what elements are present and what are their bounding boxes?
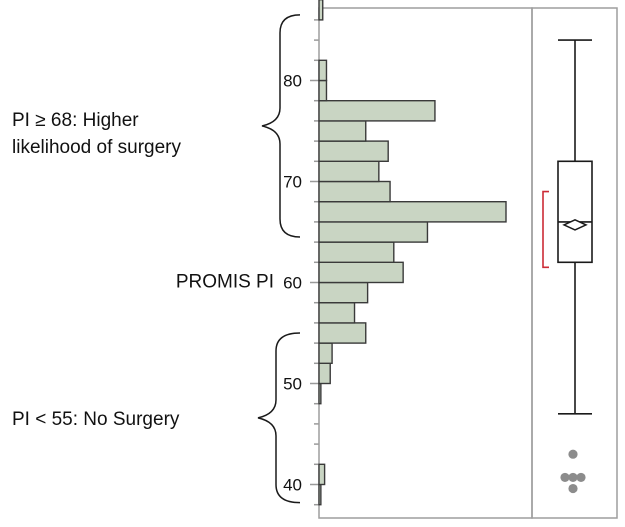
histogram-bar [318,221,429,243]
histogram-bar [318,200,507,223]
annotation-line: likelihood of surgery [12,137,181,158]
outlier-point [576,472,586,483]
outlier-point [568,483,578,494]
tick-label: 50 [283,375,302,394]
tick-label: 40 [283,476,302,495]
annotation-high: PI ≥ 68: Higher likelihood of surgery [12,110,181,158]
lower-brace [257,332,301,504]
boxplot-frame [531,7,618,519]
tick-label: 60 [283,274,302,293]
histogram-bar [318,99,436,122]
histogram-bar [318,160,380,183]
shortest-half-bracket [542,190,549,269]
histogram-bar [318,342,333,365]
mean-diamond [562,219,588,231]
axis-label: PROMIS PI [176,271,274,292]
tick-label: 70 [283,173,302,192]
histogram-bar [318,382,322,405]
histogram-bar [318,302,356,324]
tick-label: 80 [283,72,302,91]
y-axis: 40 50 60 70 80 [283,19,319,506]
histogram-bar [318,463,326,486]
histogram-bar [318,261,404,284]
annotation-low: PI < 55: No Surgery [12,409,180,430]
outlier-point [568,449,578,459]
histogram-bar [318,180,391,203]
histogram-bar [318,483,322,506]
histogram-bars [318,0,507,506]
histogram-bar [318,59,328,82]
histogram-bar [318,362,331,385]
annotations: PI ≥ 68: Higher likelihood of surgery PI <… [12,14,301,504]
histogram-bar [318,140,389,163]
outlier-point [560,472,570,483]
histogram-bar [318,120,367,142]
outlier-point [568,472,578,483]
histogram-bar [318,281,369,304]
histogram-bar [318,322,367,344]
histogram-bar [318,0,324,21]
annotation-line: PI ≥ 68: Higher [12,110,139,131]
upper-brace [261,14,301,238]
iqr-box [557,160,593,264]
histogram-bar [318,79,328,102]
annotation-line: PI < 55: No Surgery [12,409,180,430]
histogram-bar [318,241,395,264]
box-plot [542,39,593,494]
